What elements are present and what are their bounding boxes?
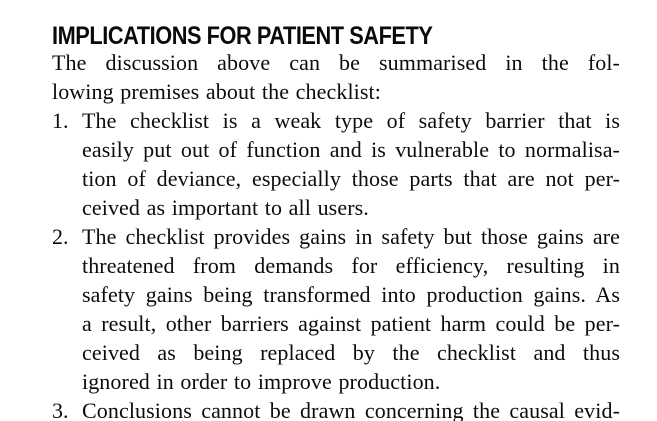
- intro-paragraph: The discussion above can be summarised i…: [52, 48, 620, 106]
- list-item-line: ignored in order to improve production.: [82, 369, 441, 394]
- numbered-list-item-1: 1. The checklist is a weak type of safet…: [52, 106, 620, 222]
- list-item-line: The checklist is a weak type of safety b…: [82, 108, 620, 133]
- list-item-line: tion of deviance, especially those parts…: [82, 166, 620, 191]
- section-heading: IMPLICATIONS FOR PATIENT SAFETY: [52, 22, 433, 50]
- intro-line: lowing premises about the checklist:: [52, 79, 381, 104]
- list-item-line: ceived as important to all users.: [82, 195, 369, 220]
- list-item-line: The checklist provides gains in safety b…: [82, 224, 620, 249]
- numbered-list-item-2: 2. The checklist provides gains in safet…: [52, 222, 620, 396]
- intro-line: The discussion above can be summarised i…: [52, 50, 620, 75]
- list-item-number: 3.: [52, 398, 69, 421]
- list-item-line: safety gains being transformed into prod…: [82, 282, 620, 307]
- list-item-line: ceived as being replaced by the checklis…: [82, 340, 620, 365]
- list-item-number: 2.: [52, 224, 69, 249]
- numbered-list-item-3-partially-visible: 3. Conclusions cannot be drawn concernin…: [52, 396, 620, 421]
- list-item-line: easily put out of function and is vulner…: [82, 137, 620, 162]
- list-item-line: threatened from demands for efficiency, …: [82, 253, 620, 278]
- text-column: IMPLICATIONS FOR PATIENT SAFETY The disc…: [52, 24, 620, 421]
- clipped-bottom-text-line: Conclusions cannot be drawn concerning t…: [82, 398, 620, 421]
- list-item-line: a result, other barriers against patient…: [82, 311, 620, 336]
- list-item-number: 1.: [52, 108, 69, 133]
